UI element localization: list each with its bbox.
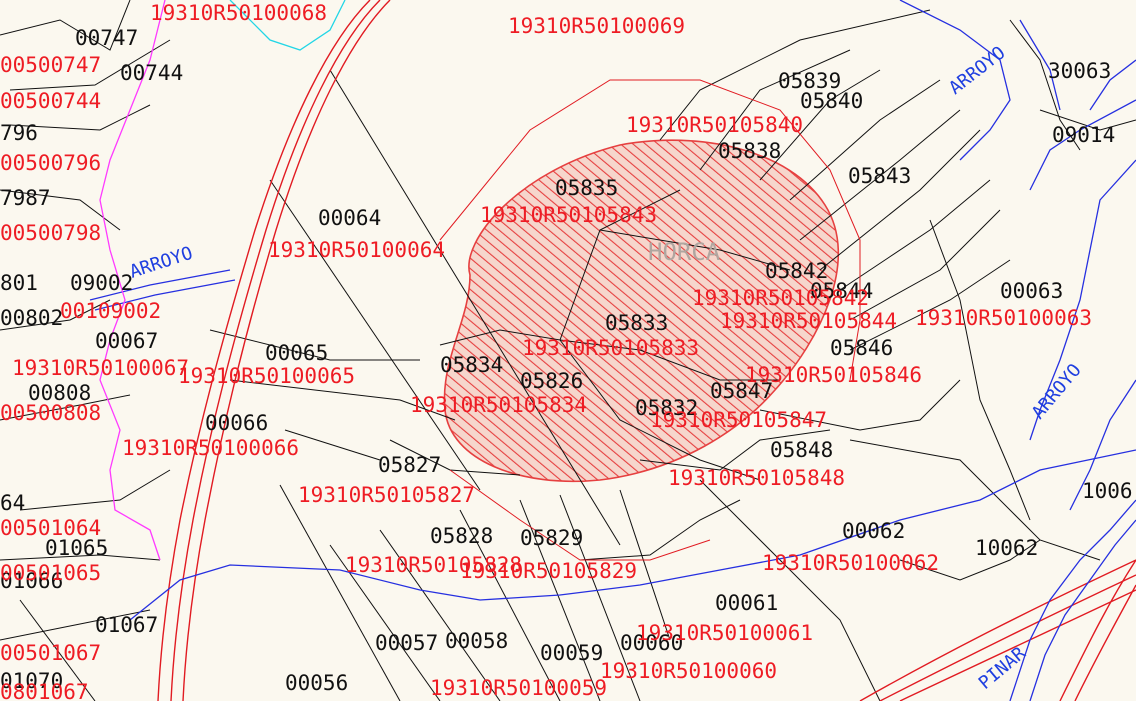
cadastral-ref-label: 19310R50105828 — [345, 553, 522, 577]
parcel-number-label: 796 — [0, 121, 38, 145]
cadastral-ref-label: 19310R50105834 — [410, 393, 587, 417]
parcel-number-label: 00808 — [28, 381, 91, 405]
parcel-number-label: 05838 — [718, 139, 781, 163]
parcel-number-label: 00065 — [265, 341, 328, 365]
parcel-number-label: 01070 — [0, 669, 63, 693]
parcel-number-label: 05832 — [635, 396, 698, 420]
cadastral-ref-label: 19310R50105827 — [298, 483, 475, 507]
red-boundaries — [439, 79, 861, 561]
parcel-number-label: 00064 — [318, 206, 381, 230]
cadastral-ref-label: 00501067 — [0, 641, 101, 665]
cadastral-ref-label: 0801067 — [0, 680, 89, 701]
parcel-number-label: 01065 — [45, 536, 108, 560]
parcel-number-label: 00058 — [445, 629, 508, 653]
cadastral-ref-label: 19310R50105844 — [720, 309, 897, 333]
parcel-number-label: 05835 — [555, 176, 618, 200]
parcel-number-label: 05840 — [800, 89, 863, 113]
parcel-number-label: 00057 — [375, 631, 438, 655]
parcel-number-label: 00059 — [540, 641, 603, 665]
cadastral-ref-label: 19310R50100069 — [508, 14, 685, 38]
parcel-number-label: 00744 — [120, 61, 183, 85]
parcel-number-label: 00747 — [75, 26, 138, 50]
parcel-number-label: 05826 — [520, 369, 583, 393]
parcel-number-label: 05846 — [830, 336, 893, 360]
river-lines — [89, 0, 1136, 701]
parcel-number-label: 05843 — [848, 164, 911, 188]
cadastral-ref-label: 00500747 — [0, 53, 101, 77]
parcel-number-label: 64 — [0, 491, 25, 515]
parcel-number-label: 00060 — [620, 631, 683, 655]
cadastral-ref-label: 00500796 — [0, 151, 101, 175]
cadastral-ref-label: 19310R50105840 — [626, 113, 803, 137]
cadastral-ref-label: 19310R50105846 — [745, 363, 922, 387]
parcel-number-label: 05848 — [770, 438, 833, 462]
cadastral-ref-label: 00500744 — [0, 89, 101, 113]
cadastral-ref-label: 19310R50100064 — [268, 238, 445, 262]
parcel-number-label: 30063 — [1048, 59, 1111, 83]
parcel-number-label: 00802 — [0, 306, 63, 330]
parcel-number-label: 05827 — [378, 453, 441, 477]
cyan-line — [229, 0, 346, 51]
parcel-number-label: 05829 — [520, 526, 583, 550]
cadastral-ref-label: 19310R50105847 — [650, 408, 827, 432]
cadastral-ref-label: 00500808 — [0, 401, 101, 425]
secondary-label: PINAR — [975, 643, 1030, 694]
cadastral-ref-label: 19310R50100062 — [762, 551, 939, 575]
parcel-number-label: 01066 — [0, 569, 63, 593]
parcel-number-label: 00067 — [95, 329, 158, 353]
cadastral-ref-label: 00500798 — [0, 221, 101, 245]
parcel-number-label: 05842 — [765, 259, 828, 283]
road-lines — [157, 0, 1136, 701]
cadastral-ref-label: 19310R50100067 — [12, 356, 189, 380]
parcel-number-label: 00056 — [285, 671, 348, 695]
parcel-number-label: 01067 — [95, 613, 158, 637]
cadastral-ref-label: 19310R50105829 — [460, 559, 637, 583]
cadastral-ref-label: 19310R50100066 — [122, 436, 299, 460]
cadastral-ref-label: 00109002 — [60, 299, 161, 323]
hatched-zone[interactable] — [443, 139, 840, 483]
cadastral-ref-label: 19310R50100059 — [430, 676, 607, 700]
parcel-number-label: 00063 — [1000, 279, 1063, 303]
parcel-number-label: 00066 — [205, 411, 268, 435]
parcel-number-label: 801 — [0, 271, 38, 295]
parcel-number-labels: 00747 00744 796 7987 801 00802 00067 000… — [0, 26, 1133, 695]
river-label-west: ARROYO — [127, 243, 195, 283]
parcel-number-label: 7987 — [0, 186, 51, 210]
parcel-number-label: 09014 — [1052, 123, 1115, 147]
cadastral-ref-label: 19310R50100060 — [600, 659, 777, 683]
river-label-north: ARROYO — [945, 42, 1009, 99]
parcel-number-label: 00061 — [715, 591, 778, 615]
parcel-number-label: 05834 — [440, 353, 503, 377]
zone-label: HORCA — [648, 238, 721, 266]
cadastral-ref-label: 19310R50100068 — [150, 1, 327, 25]
cadastral-ref-label: 19310R50105842 — [692, 286, 869, 310]
cadastral-ref-label: 19310R50105843 — [480, 203, 657, 227]
magenta-line — [99, 0, 166, 561]
cadastral-ref-label: 19310R50100063 — [915, 306, 1092, 330]
parcel-number-label: 00062 — [842, 519, 905, 543]
parcel-number-label: 05833 — [605, 311, 668, 335]
cadastral-ref-label: 00501065 — [0, 561, 101, 585]
cadastral-ref-label: 19310R50100065 — [178, 364, 355, 388]
cadastral-ref-label: 19310R50105848 — [668, 466, 845, 490]
cadastral-reference-labels: 19310R50100068 19310R50100069 19310R5010… — [0, 1, 1092, 701]
cadastral-ref-label: 19310R50105833 — [522, 336, 699, 360]
parcel-number-label: 05847 — [710, 379, 773, 403]
cadastral-ref-label: 00501064 — [0, 516, 101, 540]
parcel-number-label: 05839 — [778, 69, 841, 93]
parcel-number-label: 05844 — [810, 279, 873, 303]
parcel-number-label: 09002 — [70, 271, 133, 295]
parcel-number-label: 1006 — [1082, 479, 1133, 503]
parcel-number-label: 05828 — [430, 524, 493, 548]
parcel-number-label: 10062 — [975, 536, 1038, 560]
cadastral-ref-label: 19310R50100061 — [636, 621, 813, 645]
